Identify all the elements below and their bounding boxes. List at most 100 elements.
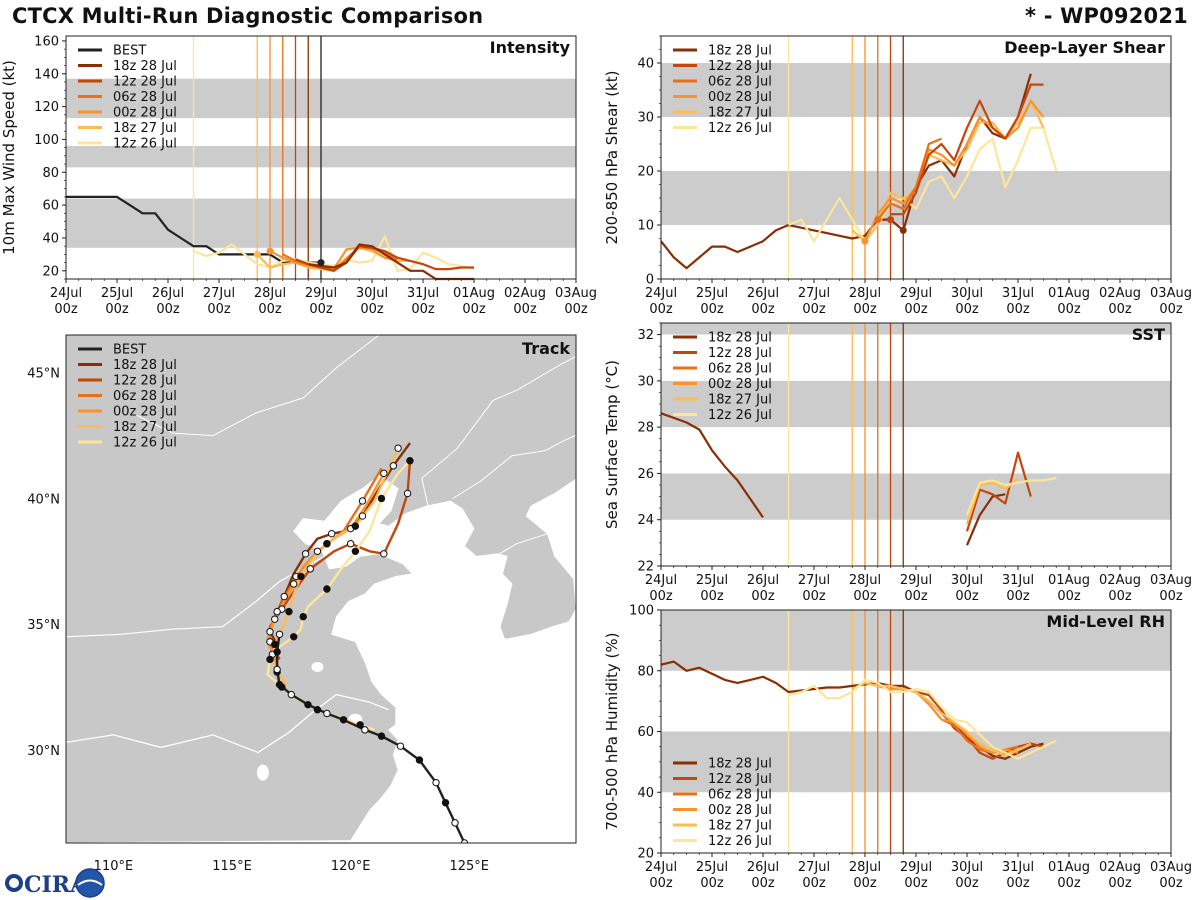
rh-ytick-label: 80 xyxy=(637,664,654,679)
sst-legend-label-12z-28-jul: 12z 28 Jul xyxy=(708,346,772,361)
intensity-xtick-label: 29Jul xyxy=(305,286,337,301)
track-position-marker xyxy=(403,489,412,498)
intensity-series-18z-28-jul-6 xyxy=(308,243,474,281)
track-position-marker xyxy=(380,550,388,558)
sst-xtick-label: 00z xyxy=(904,589,928,604)
rh-xtick-label: 03Aug xyxy=(1150,860,1192,875)
storm-id: * - WP092021 xyxy=(1025,4,1188,28)
track-position-marker xyxy=(273,607,281,616)
river-yellow xyxy=(66,555,325,638)
rh-xtick-label: 30Jul xyxy=(951,860,983,875)
rh-panel-label: Mid-Level RH xyxy=(1046,612,1165,631)
track-position-marker xyxy=(441,799,450,807)
intensity-xtick-label: 00z xyxy=(462,302,486,317)
rh-xtick-label: 00z xyxy=(1108,876,1132,891)
track-position-marker xyxy=(323,709,331,718)
intensity-ytick-label: 140 xyxy=(34,67,59,82)
track-position-marker xyxy=(346,540,355,548)
shear-xtick-label: 26Jul xyxy=(747,286,779,301)
intensity-panel-label: Intensity xyxy=(490,38,571,57)
border-mongolia xyxy=(136,335,380,437)
shear-xtick-label: 00z xyxy=(649,302,673,317)
track-ytick-label: 40°N xyxy=(27,492,60,507)
rh-xtick-label: 00z xyxy=(649,876,673,891)
rh-xtick-label: 00z xyxy=(802,876,826,891)
intensity-xtick-label: 03Aug xyxy=(555,286,597,301)
track-position-marker xyxy=(432,778,440,787)
intensity-xtick-label: 30Jul xyxy=(356,286,388,301)
shear-xtick-label: 00z xyxy=(700,302,724,317)
track-position-marker xyxy=(290,633,298,641)
init-marker xyxy=(253,250,261,258)
rh-xtick-label: 01Aug xyxy=(1048,860,1090,875)
track-ytick-label: 30°N xyxy=(27,744,60,759)
intensity-xtick-label: 00z xyxy=(105,302,129,317)
shear-panel-label: Deep-Layer Shear xyxy=(1004,38,1165,57)
shear-xtick-label: 24Jul xyxy=(645,286,677,301)
sst-legend-label-00z-28-jul: 00z 28 Jul xyxy=(708,377,772,392)
sst-xtick-label: 00z xyxy=(700,589,724,604)
rh-panel: 2040608010024Jul00z25Jul00z26Jul00z27Jul… xyxy=(603,604,1192,892)
shear-xtick-label: 00z xyxy=(1057,302,1081,317)
intensity-xtick-label: 24Jul xyxy=(50,286,82,301)
sst-xtick-label: 00z xyxy=(1057,589,1081,604)
rh-xtick-label: 24Jul xyxy=(645,860,677,875)
intensity-xtick-label: 00z xyxy=(207,302,231,317)
track-position-marker xyxy=(275,630,284,638)
sst-series-18z-28-jul-1 xyxy=(965,493,1006,546)
sst-xtick-label: 00z xyxy=(1159,589,1183,604)
shear-xtick-label: 00z xyxy=(1108,302,1132,317)
shear-ytick-label: 20 xyxy=(637,165,654,180)
track-xtick-label: 110°E xyxy=(94,859,134,874)
rh-xtick-label: 00z xyxy=(955,876,979,891)
track-position-marker xyxy=(323,585,331,593)
intensity-xtick-label: 01Aug xyxy=(453,286,495,301)
land-kyushu xyxy=(583,649,600,669)
shear-legend-label-18z-28-jul: 18z 28 Jul xyxy=(708,44,772,59)
sst-xtick-label: 30Jul xyxy=(951,573,983,588)
track-position-marker xyxy=(361,726,369,734)
track-ytick-label: 45°N xyxy=(27,367,60,382)
border-china-korea xyxy=(452,434,576,499)
intensity-ytick-label: 100 xyxy=(34,133,59,148)
track-xtick-label: 125°E xyxy=(449,859,489,874)
intensity-xtick-label: 00z xyxy=(309,302,333,317)
shear-xtick-label: 01Aug xyxy=(1048,286,1090,301)
shear-xtick-label: 00z xyxy=(904,302,928,317)
init-marker xyxy=(317,259,325,267)
shear-xtick-label: 00z xyxy=(1159,302,1183,317)
track-position-marker xyxy=(358,497,367,505)
shear-series-12z-26-jul-1 xyxy=(788,126,1058,243)
track-map xyxy=(66,335,600,843)
track-position-marker xyxy=(280,592,288,601)
sst-legend-label-06z-28-jul: 06z 28 Jul xyxy=(708,362,772,377)
shear-panel: 01020304024Jul00z25Jul00z26Jul00z27Jul00… xyxy=(603,35,1192,317)
sst-xtick-label: 00z xyxy=(802,589,826,604)
intensity-ytick-label: 60 xyxy=(42,199,59,214)
track-position-marker xyxy=(380,469,388,478)
sst-xtick-label: 31Jul xyxy=(1002,573,1034,588)
shear-xtick-label: 00z xyxy=(751,302,775,317)
intensity-xtick-label: 00z xyxy=(54,302,78,317)
intensity-series-best-0 xyxy=(66,195,321,264)
track-position-marker xyxy=(271,615,279,623)
track-position-marker xyxy=(266,655,274,664)
shear-xtick-label: 00z xyxy=(955,302,979,317)
rh-legend-label-00z-28-jul: 00z 28 Jul xyxy=(708,803,772,818)
track-position-marker xyxy=(377,494,386,503)
intensity-legend-label-12z-26-jul: 12z 26 Jul xyxy=(113,137,177,152)
track-legend-label-06z-28-jul: 06z 28 Jul xyxy=(113,389,177,404)
track-position-marker xyxy=(356,721,364,729)
intensity-ytick-label: 120 xyxy=(34,100,59,115)
track-position-marker xyxy=(351,522,360,530)
sst-legend-label-12z-26-jul: 12z 26 Jul xyxy=(708,408,772,423)
sst-xtick-label: 00z xyxy=(649,589,673,604)
cira-logo: CIRA xyxy=(5,868,105,898)
intensity-legend-label-06z-28-jul: 06z 28 Jul xyxy=(113,90,177,105)
rh-band-1 xyxy=(661,610,1171,671)
sst-ytick-label: 26 xyxy=(637,467,654,482)
shear-ytick-label: 10 xyxy=(637,219,654,234)
track-position-marker xyxy=(396,742,405,750)
sst-series-12z-26-jul-4 xyxy=(965,477,1057,516)
shear-xtick-label: 02Aug xyxy=(1099,286,1141,301)
